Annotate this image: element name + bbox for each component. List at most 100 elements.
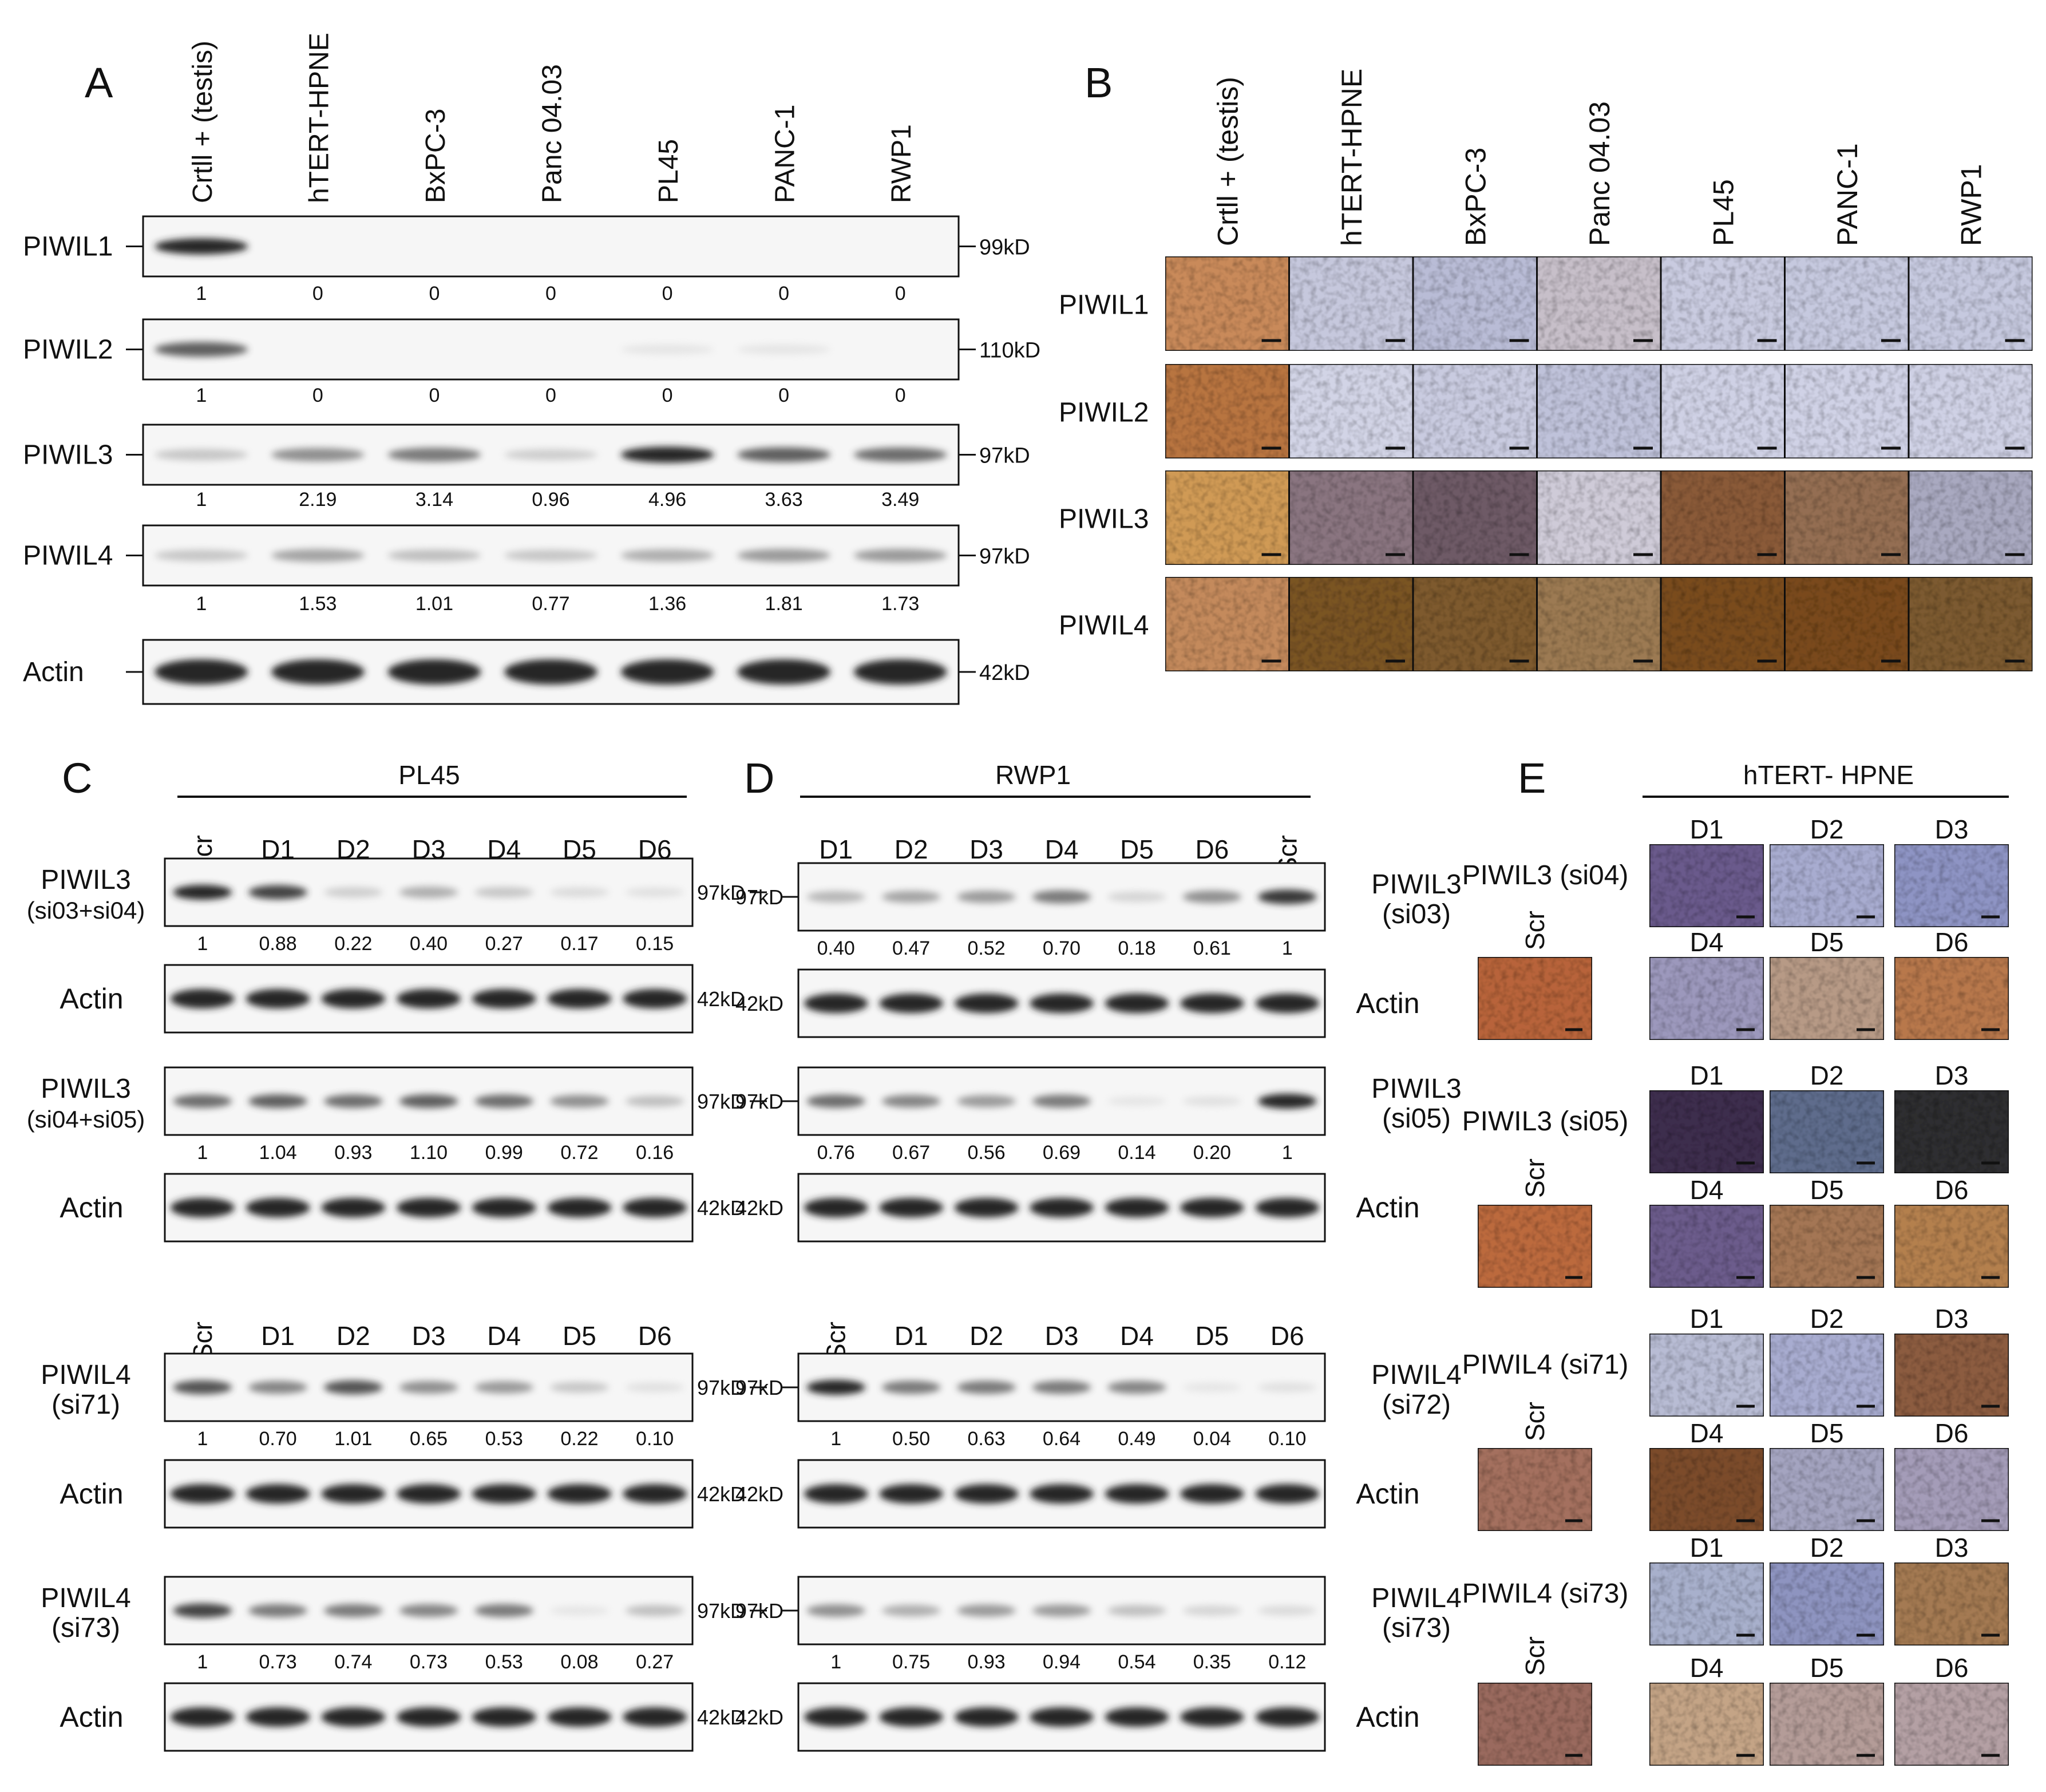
blot-band	[1032, 1094, 1091, 1108]
panel-a-western-blot: Crtll + (testis) hTERT-HPNE BxPC-3 Panc 04.…	[23, 33, 1040, 705]
ihc-image	[1536, 576, 1662, 673]
quant-value: 1.81	[765, 593, 803, 615]
ihc-image	[1648, 1089, 1765, 1174]
quant-value: 0.16	[636, 1142, 674, 1164]
protein-label: (si71)	[52, 1390, 120, 1420]
blot-band	[853, 659, 947, 685]
quant-value: 0.10	[1268, 1428, 1306, 1450]
ihc-image	[1660, 363, 1786, 460]
quant-value: 1	[1282, 1142, 1293, 1164]
quant-value: 0.27	[485, 933, 523, 955]
blot-band	[1258, 1094, 1317, 1109]
protein-label: PIWIL4 (si71)	[1462, 1350, 1629, 1380]
kd-marker: 97kD	[735, 1090, 783, 1113]
lane-label: RWP1	[887, 124, 917, 203]
quant-value: 0	[545, 385, 556, 406]
quant-value: 0.65	[410, 1428, 448, 1450]
ihc-image	[1908, 255, 2033, 352]
ihc-image	[1893, 1332, 2010, 1418]
blot-band	[323, 1094, 383, 1108]
ihc-image	[1412, 255, 1538, 352]
protein-label: Actin	[23, 657, 84, 687]
actin-band	[1030, 1484, 1094, 1504]
lane-label: D1	[819, 834, 853, 864]
kd-marker: 42kD	[735, 1482, 783, 1506]
ihc-image	[1784, 255, 1910, 352]
panel-letter-d: D	[744, 754, 774, 802]
blot-band	[1032, 890, 1091, 904]
protein-label: PIWIL3 (si04)	[1462, 860, 1629, 891]
ihc-image	[1536, 363, 1662, 460]
quant-value: 0.54	[1118, 1651, 1155, 1673]
blot-band	[1032, 1380, 1091, 1394]
blot-band	[625, 1382, 684, 1393]
quant-value: 0.75	[892, 1651, 930, 1673]
panel-e-ihc-grid: PIWIL3 (si04) Scr D1 D2 D3 D4 D5 D6 PIWIL3 (si05…	[1462, 814, 2010, 1767]
blot-band	[620, 549, 714, 562]
blot-band	[881, 891, 941, 903]
blot-band	[271, 448, 365, 462]
ihc-image	[1648, 1332, 1765, 1418]
blot-band	[504, 549, 597, 561]
quant-value: 0	[895, 385, 906, 406]
actin-band	[804, 1484, 868, 1504]
actin-band	[1105, 1484, 1169, 1504]
kd-marker: 97kD	[735, 885, 783, 909]
quant-value: 0.93	[967, 1651, 1005, 1673]
protein-label: PIWIL2	[23, 335, 113, 365]
quant-value: 0	[662, 283, 673, 304]
blot-band	[399, 886, 458, 899]
sirna-label: D1	[1690, 1061, 1724, 1090]
lane-label: BxPC-3	[1459, 148, 1491, 246]
scr-label: Scr	[1520, 1402, 1550, 1441]
protein-label: (si03+si04)	[27, 897, 145, 924]
lane-label: PANC-1	[770, 105, 801, 203]
lane-label: D3	[1045, 1321, 1079, 1351]
ihc-image	[1164, 576, 1290, 673]
blot-band	[1107, 1096, 1166, 1106]
lane-label: Crtll + (testis)	[1212, 77, 1244, 246]
actin-band	[1255, 1707, 1320, 1727]
actin-band	[954, 1484, 1019, 1504]
ihc-image	[1164, 255, 1290, 352]
protein-label: (si04+si05)	[27, 1106, 145, 1133]
protein-label: (si73)	[1382, 1613, 1451, 1643]
quant-value: 0	[545, 283, 556, 304]
blot-band	[474, 887, 534, 898]
ihc-image	[1768, 956, 1885, 1041]
blot-band	[323, 1604, 383, 1617]
ihc-image	[1784, 469, 1910, 566]
lane-label: hTERT-HPNE	[304, 33, 334, 203]
ihc-image	[1648, 1204, 1765, 1289]
protein-label: PIWIL2	[1059, 398, 1149, 428]
blot-band	[173, 1603, 232, 1618]
ihc-image	[1893, 1204, 2010, 1289]
protein-label: PIWIL3	[1059, 504, 1149, 535]
actin-band	[1255, 1484, 1320, 1504]
actin-band	[954, 1198, 1019, 1217]
protein-label: PIWIL4	[23, 541, 113, 571]
panel-letter-e: E	[1518, 754, 1546, 802]
kd-marker: 42kD	[735, 992, 783, 1015]
blot-band	[1107, 892, 1166, 902]
blot-band	[625, 887, 684, 897]
ihc-image	[1477, 1204, 1593, 1289]
ihc-image	[1288, 576, 1414, 673]
quant-value: 4.96	[648, 489, 686, 511]
lane-label: D6	[1195, 834, 1229, 864]
blot-band	[1182, 1096, 1242, 1106]
lane-label: BxPC-3	[421, 109, 451, 203]
blot-band	[1107, 1605, 1166, 1616]
lane-label: PL45	[654, 139, 684, 203]
blot-band	[271, 549, 365, 562]
sirna-label: D3	[1935, 1533, 1969, 1562]
sirna-label: D6	[1935, 1418, 1969, 1448]
actin-band	[623, 989, 687, 1008]
ihc-image	[1412, 363, 1538, 460]
ihc-image	[1164, 469, 1290, 566]
protein-label: PIWIL3	[41, 1074, 130, 1104]
actin-band	[397, 989, 461, 1008]
blot-band	[625, 1095, 684, 1107]
